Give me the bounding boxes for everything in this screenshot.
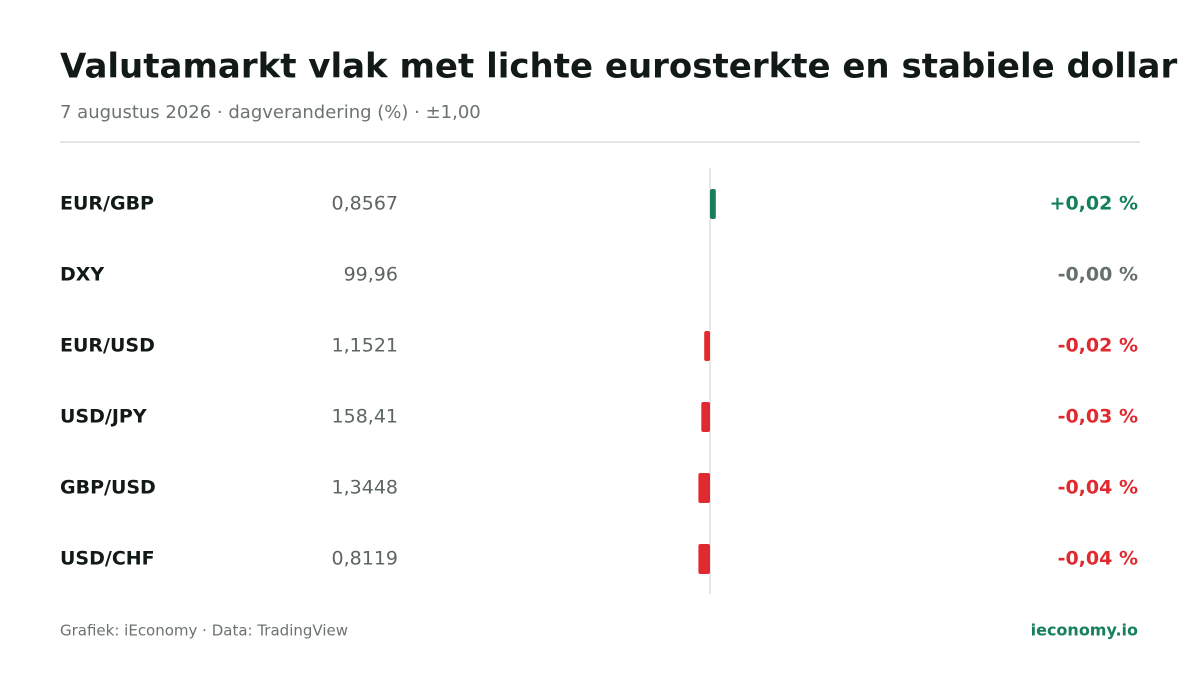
pair-label: USD/CHF — [60, 548, 155, 570]
change-label: -0,02 % — [1058, 335, 1138, 357]
pair-label: DXY — [60, 264, 104, 286]
change-label: -0,03 % — [1058, 406, 1138, 428]
chart-subtitle: 7 augustus 2026 · dagverandering (%) · ±… — [60, 102, 481, 123]
bar — [710, 189, 716, 219]
bar — [698, 544, 710, 574]
pair-label: EUR/GBP — [60, 193, 154, 215]
chart-title: Valutamarkt vlak met lichte eurosterkte … — [60, 47, 1177, 87]
change-label: -0,04 % — [1058, 477, 1138, 499]
price: 158,41 — [332, 406, 398, 428]
brand: ieconomy.io — [1031, 621, 1138, 640]
pair-label: USD/JPY — [60, 406, 147, 428]
price: 0,8119 — [332, 548, 398, 570]
bar — [701, 402, 710, 432]
price: 0,8567 — [332, 193, 398, 215]
bar — [704, 331, 710, 361]
price: 99,96 — [344, 264, 398, 286]
price: 1,3448 — [332, 477, 398, 499]
change-label: -0,04 % — [1058, 548, 1138, 570]
change-label: -0,00 % — [1058, 264, 1138, 286]
pair-label: GBP/USD — [60, 477, 156, 499]
bar — [698, 473, 710, 503]
pair-label: EUR/USD — [60, 335, 155, 357]
change-label: +0,02 % — [1050, 193, 1138, 215]
source-note: Grafiek: iEconomy · Data: TradingView — [60, 622, 348, 640]
price: 1,1521 — [332, 335, 398, 357]
